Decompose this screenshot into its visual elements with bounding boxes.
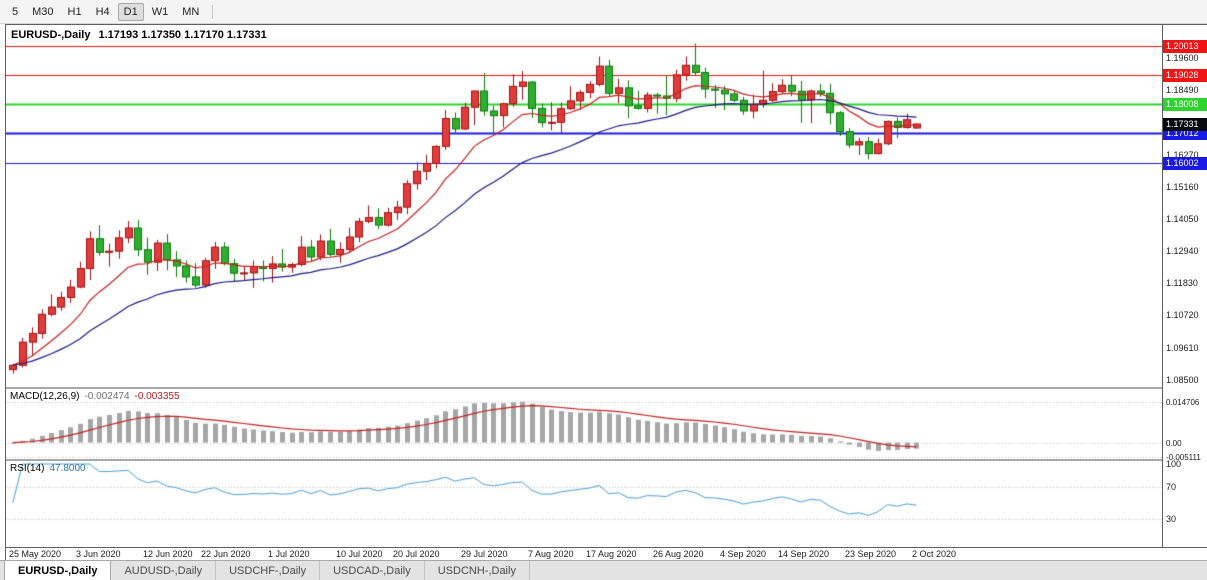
axis-tick-label: 1.11830 <box>1166 278 1198 288</box>
timeframe-toolbar: 5 M30 H1 H4 D1 W1 MN <box>0 0 1207 24</box>
axis-tick-label: 1.09610 <box>1166 343 1199 353</box>
chart-window: EURUSD-,Daily 1.17193 1.17350 1.17170 1.1… <box>5 24 1207 561</box>
date-label: 26 Aug 2020 <box>653 549 704 559</box>
toolbar-separator <box>212 4 214 19</box>
rsi-value: 47.8000 <box>49 463 86 474</box>
axis-tick-label: 1.15160 <box>1166 182 1199 192</box>
date-label: 3 Jun 2020 <box>76 549 121 559</box>
timeframe-button-d1[interactable]: D1 <box>117 2 144 21</box>
date-label: 4 Sep 2020 <box>720 549 767 559</box>
pane-separator[interactable] <box>6 459 1207 461</box>
time-axis[interactable]: 25 May 2020 3 Jun 2020 12 Jun 2020 22 Jun 2… <box>6 547 1207 561</box>
axis-tick-label: 70 <box>1166 482 1177 492</box>
level-price-badge: 1.18008 <box>1163 98 1207 111</box>
macd-indicator-pane[interactable] <box>6 389 1162 459</box>
date-label: 20 Jul 2020 <box>393 549 440 559</box>
level-price-badge: 1.20013 <box>1163 40 1207 53</box>
axis-tick-label: 100 <box>1166 459 1182 469</box>
chart-title: EURUSD-,Daily 1.17193 1.17350 1.17170 1.1… <box>11 29 267 41</box>
date-label: 17 Aug 2020 <box>586 549 637 559</box>
axis-tick-label: 1.12940 <box>1166 246 1199 256</box>
date-label: 14 Sep 2020 <box>778 549 830 559</box>
date-label: 1 Jul 2020 <box>268 549 310 559</box>
timeframe-button-m30[interactable]: M30 <box>32 5 54 18</box>
main-price-chart[interactable] <box>6 25 1162 387</box>
date-label: 12 Jun 2020 <box>143 549 193 559</box>
axis-tick-label: 1.19600 <box>1166 53 1199 63</box>
axis-tick-label: -0.005111 <box>1166 453 1201 462</box>
timeframe-button-h1[interactable]: H1 <box>67 5 82 18</box>
tab-usdcad-daily[interactable]: USDCAD-,Daily <box>320 561 425 580</box>
date-label: 22 Jun 2020 <box>201 549 251 559</box>
timeframe-button-w1[interactable]: W1 <box>151 5 169 18</box>
axis-tick-label: 1.18490 <box>1166 85 1199 95</box>
date-label: 23 Sep 2020 <box>845 549 897 559</box>
axis-tick-label: 1.16270 <box>1166 150 1199 160</box>
tab-eurusd-daily[interactable]: EURUSD-,Daily <box>4 561 112 580</box>
rsi-label: RSI(14) 47.8000 <box>10 463 86 474</box>
macd-label: MACD(12,26,9) -0.002474 -0.003355 <box>10 391 180 402</box>
rsi-indicator-pane[interactable] <box>6 461 1162 547</box>
tab-usdcnh-daily[interactable]: USDCNH-,Daily <box>425 561 530 580</box>
axis-tick-label: 0.014706 <box>1166 398 1200 407</box>
level-price-badge: 1.16002 <box>1163 157 1207 170</box>
timeframe-button-h4[interactable]: H4 <box>95 5 110 18</box>
tab-audusd-daily[interactable]: AUDUSD-,Daily <box>111 561 217 580</box>
price-axis[interactable]: 1.196001.184901.173801.162701.151601.140… <box>1162 25 1207 547</box>
axis-tick-label: 0.00 <box>1166 439 1182 448</box>
chart-tab-bar: EURUSD-,Daily AUDUSD-,Daily USDCHF-,Dail… <box>0 560 1207 580</box>
chart-symbol-period: EURUSD-,Daily <box>11 29 91 41</box>
axis-tick-label: 1.08500 <box>1166 375 1199 385</box>
axis-tick-label: 1.14050 <box>1166 214 1199 224</box>
timeframe-button-mn[interactable]: MN <box>182 5 200 18</box>
axis-tick-label: 1.10720 <box>1166 310 1199 320</box>
pane-separator[interactable] <box>6 387 1207 389</box>
timeframe-button-m5[interactable]: 5 <box>12 5 19 18</box>
date-label: 25 May 2020 <box>9 549 62 559</box>
date-label: 2 Oct 2020 <box>912 549 957 559</box>
rsi-name: RSI(14) <box>10 463 45 474</box>
chart-ohlc-values: 1.17193 1.17350 1.17170 1.17331 <box>98 29 267 41</box>
tab-usdchf-daily[interactable]: USDCHF-,Daily <box>216 561 321 580</box>
macd-signal-value: -0.003355 <box>134 391 180 402</box>
macd-name: MACD(12,26,9) <box>10 391 80 402</box>
axis-tick-label: 30 <box>1166 514 1177 524</box>
level-price-badge: 1.19028 <box>1163 69 1207 82</box>
current-price-badge: 1.17331 <box>1163 118 1207 131</box>
date-label: 10 Jul 2020 <box>336 549 383 559</box>
date-label: 7 Aug 2020 <box>528 549 574 559</box>
date-label: 29 Jul 2020 <box>461 549 508 559</box>
macd-main-value: -0.002474 <box>84 391 130 402</box>
